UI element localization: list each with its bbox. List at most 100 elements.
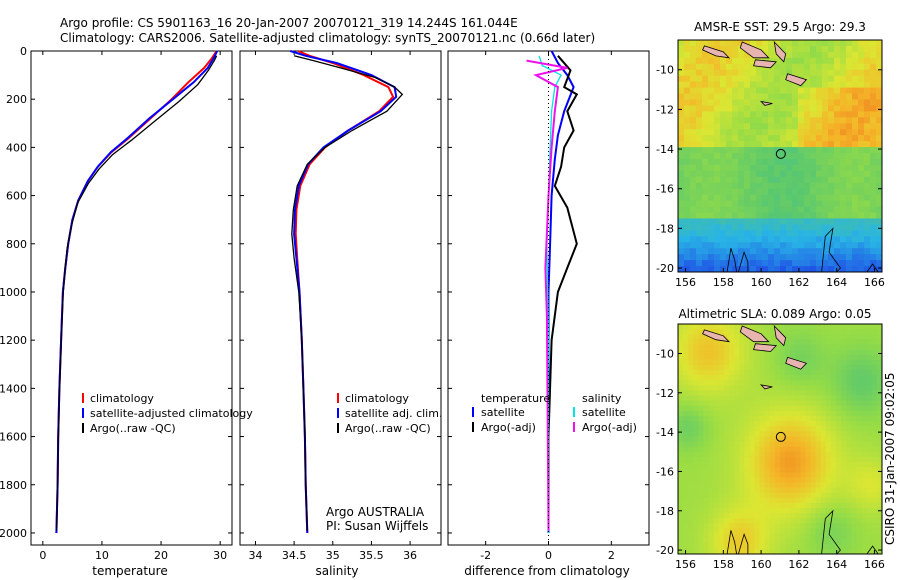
- map-cell: [698, 441, 704, 448]
- map-cell: [698, 359, 704, 366]
- series-line-climatology: [55, 50, 218, 534]
- map-cell: [739, 467, 745, 473]
- map-cell: [718, 349, 725, 356]
- map-cell: [792, 135, 799, 142]
- map-cell: [841, 538, 847, 545]
- map-cell: [749, 446, 755, 453]
- map-cell: [798, 123, 805, 130]
- map-cell: [828, 75, 835, 83]
- map-cell: [810, 533, 817, 540]
- map-cell: [786, 93, 793, 100]
- map-cell: [683, 472, 689, 478]
- map-cell: [864, 188, 871, 196]
- map-cell: [688, 405, 694, 412]
- map-cell: [754, 528, 760, 534]
- map-cell: [816, 147, 823, 154]
- map-cell: [856, 324, 862, 330]
- map-cell: [846, 390, 852, 396]
- map-cell: [852, 111, 859, 118]
- map-cell: [688, 487, 694, 494]
- map-cell: [774, 81, 781, 88]
- map-cell: [810, 212, 817, 219]
- map-cell: [831, 528, 837, 534]
- map-cell: [774, 518, 781, 524]
- map-cell: [810, 93, 817, 100]
- map-cell: [754, 472, 760, 478]
- map-cell: [805, 518, 811, 524]
- map-cell: [693, 334, 699, 340]
- map-cell: [852, 45, 859, 53]
- map-cell: [690, 248, 697, 255]
- map-cell: [810, 364, 817, 371]
- map-cell: [708, 176, 715, 184]
- map-cell: [683, 543, 689, 550]
- map-cell: [785, 339, 791, 345]
- map-cell: [876, 513, 883, 519]
- map-cell: [774, 492, 781, 499]
- map-cell: [846, 344, 852, 350]
- map-cell: [693, 508, 699, 514]
- map-cell: [852, 218, 859, 225]
- map-cell: [870, 254, 877, 261]
- map-cell: [785, 451, 791, 458]
- map-cell: [798, 69, 805, 77]
- map-cell: [785, 421, 791, 427]
- map-cell: [713, 513, 720, 519]
- map-cell: [774, 390, 781, 396]
- map-cell: [683, 477, 689, 483]
- map-cell: [876, 543, 883, 550]
- map-cell: [726, 212, 733, 219]
- map-cell: [769, 390, 776, 396]
- map-cell: [720, 81, 727, 88]
- map-cell: [696, 75, 703, 83]
- map-cell: [774, 63, 781, 71]
- map-cell: [774, 416, 781, 422]
- map-cell: [774, 405, 781, 412]
- map-cell: [750, 224, 757, 231]
- map-cell: [768, 224, 775, 231]
- map-cell: [720, 164, 727, 172]
- bathymetry-contour: [726, 530, 737, 555]
- map-cell: [861, 405, 868, 412]
- map-cell: [831, 513, 837, 519]
- map-cell: [876, 533, 883, 540]
- map-cell: [696, 266, 703, 273]
- map-cell: [756, 188, 763, 196]
- map-cell: [688, 472, 694, 478]
- map-cell: [836, 426, 842, 432]
- map-cell: [840, 164, 847, 172]
- map-cell: [800, 456, 806, 463]
- map-cell: [828, 105, 835, 112]
- map-cell: [786, 266, 793, 273]
- map-cell: [739, 451, 745, 458]
- map-cell: [805, 528, 811, 534]
- map-cell: [876, 206, 883, 213]
- map-cell: [800, 436, 806, 442]
- map-cell: [774, 224, 781, 231]
- map-cell: [840, 111, 847, 118]
- map-cell: [688, 334, 694, 340]
- map-cell: [795, 334, 801, 340]
- map-cell: [703, 508, 709, 514]
- map-cell: [693, 421, 699, 427]
- map-cell: [846, 105, 853, 112]
- map-cell: [738, 51, 745, 59]
- map-cell: [698, 364, 704, 371]
- map-cell: [820, 344, 827, 350]
- map-cell: [822, 218, 829, 225]
- map-cell: [866, 543, 873, 550]
- map-cell: [846, 543, 852, 550]
- map-cell: [861, 523, 868, 529]
- map-cell: [734, 405, 740, 412]
- map-cell: [744, 93, 751, 100]
- map-cell: [861, 431, 868, 437]
- map-cell: [688, 548, 694, 555]
- map-cell: [708, 364, 715, 371]
- series-line-satellite-adj-clim-: [290, 50, 398, 534]
- map-cell: [820, 487, 827, 494]
- map-cell: [810, 248, 817, 255]
- map-cell: [744, 260, 751, 267]
- map-cell: [840, 40, 847, 47]
- map-cell: [723, 502, 730, 509]
- map-cell: [851, 497, 857, 504]
